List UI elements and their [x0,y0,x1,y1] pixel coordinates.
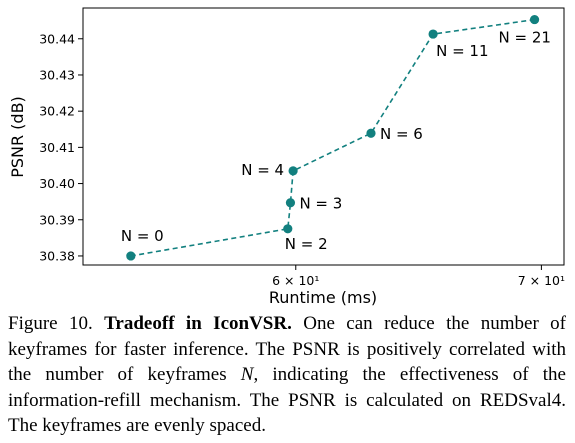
point-annotations: N = 0 N = 2 N = 3 N = 4 N = 6 N = 11 N = 21 [121,29,551,253]
data-points [126,14,540,261]
x-axis: 6 × 10¹ 7 × 10¹ [272,265,565,288]
caption-text-2: , indicating the effectiveness of the in… [8,364,566,436]
caption-title: Tradeoff in IconVSR. [104,313,292,334]
point-label: N = 11 [436,42,488,60]
y-tick-label: 30.44 [39,31,75,46]
y-tick-label: 30.43 [39,67,75,82]
data-point [126,251,136,261]
caption-figure-label: Figure 10. [8,313,93,334]
y-tick-label: 30.42 [39,104,75,119]
y-axis-title: PSNR (dB) [8,96,27,178]
point-label: N = 0 [121,227,164,245]
y-axis: 30.38 30.39 30.40 30.41 30.42 30.43 30.44 [39,31,83,263]
y-tick-label: 30.40 [39,176,75,191]
point-label: N = 4 [241,161,284,179]
y-tick-label: 30.39 [39,212,75,227]
point-label: N = 2 [285,235,328,253]
data-point [288,166,298,176]
data-point [428,29,438,39]
point-label: N = 21 [499,29,551,47]
x-tick-label: 7 × 10¹ [518,273,565,288]
caption-text-1: One can reduce the number of keyframes f… [8,313,566,385]
data-point [529,14,540,25]
chart: 30.38 30.39 30.40 30.41 30.42 30.43 30.44 6 × … [8,7,565,307]
point-label: N = 6 [380,125,423,143]
data-point [285,198,296,208]
data-point [283,224,293,234]
data-point [366,128,376,138]
figure-caption: Figure 10. Tradeoff in IconVSR. One can … [8,311,566,439]
point-label: N = 3 [299,195,342,213]
x-tick-label: 6 × 10¹ [272,273,319,288]
caption-variable: N [240,364,254,385]
x-axis-title: Runtime (ms) [269,288,377,307]
y-tick-label: 30.41 [39,140,75,155]
plot-frame [82,7,565,266]
y-tick-label: 30.38 [39,248,75,263]
